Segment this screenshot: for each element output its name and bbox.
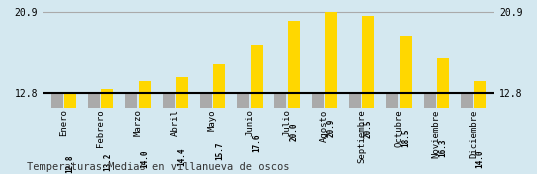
Text: 20.5: 20.5 — [364, 120, 373, 139]
Text: 17.6: 17.6 — [252, 133, 261, 152]
Bar — [288, 21, 300, 174]
Text: 14.4: 14.4 — [178, 148, 186, 166]
Bar — [51, 93, 63, 174]
Bar — [200, 93, 212, 174]
Text: 14.0: 14.0 — [140, 149, 149, 168]
Bar — [163, 93, 175, 174]
Text: 20.9: 20.9 — [326, 118, 336, 137]
Bar — [125, 93, 137, 174]
Bar — [400, 36, 412, 174]
Bar — [237, 93, 249, 174]
Bar — [461, 93, 473, 174]
Bar — [251, 45, 263, 174]
Text: 15.7: 15.7 — [215, 142, 224, 160]
Text: 16.3: 16.3 — [439, 139, 447, 157]
Text: Temperaturas Medias en villanueva de oscos: Temperaturas Medias en villanueva de osc… — [27, 162, 289, 172]
Text: 13.2: 13.2 — [103, 153, 112, 171]
Text: 18.5: 18.5 — [401, 129, 410, 148]
Bar — [101, 89, 113, 174]
Text: 20.0: 20.0 — [289, 122, 299, 141]
Bar — [139, 81, 151, 174]
Bar — [362, 16, 374, 174]
Bar — [437, 58, 449, 174]
Bar — [88, 93, 100, 174]
Bar — [349, 93, 361, 174]
Bar — [325, 12, 337, 174]
Text: 14.0: 14.0 — [476, 149, 485, 168]
Bar — [312, 93, 324, 174]
Bar — [64, 93, 76, 174]
Bar — [474, 81, 486, 174]
Bar — [176, 77, 188, 174]
Text: 12.8: 12.8 — [66, 155, 75, 173]
Bar — [213, 64, 225, 174]
Bar — [424, 93, 436, 174]
Bar — [274, 93, 286, 174]
Bar — [386, 93, 398, 174]
